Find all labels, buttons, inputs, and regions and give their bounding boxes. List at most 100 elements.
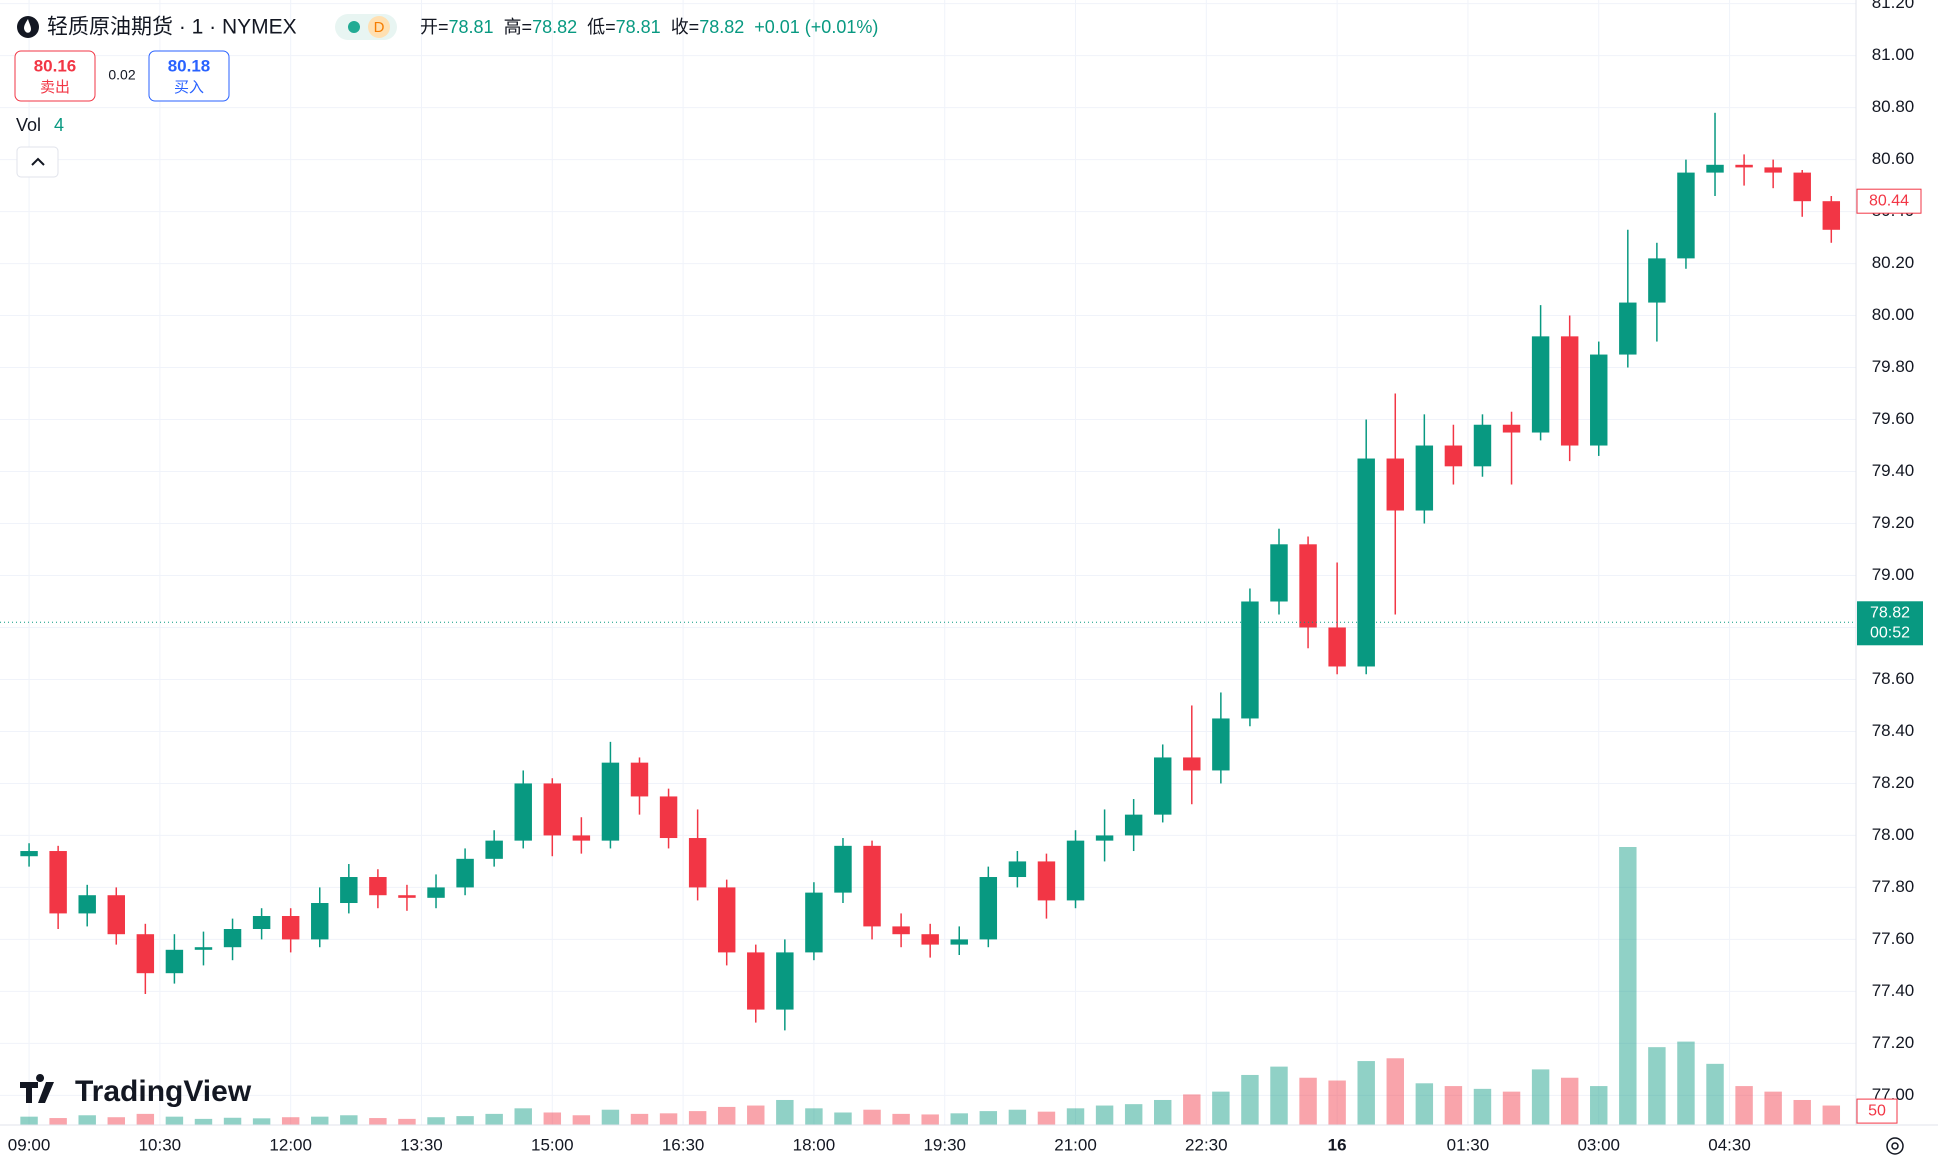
volume-bar bbox=[776, 1099, 794, 1125]
candle-body bbox=[863, 845, 881, 927]
volume-bar bbox=[1270, 1066, 1288, 1125]
candle-body bbox=[1822, 201, 1841, 230]
volume-bar bbox=[1212, 1091, 1230, 1125]
volume-bar bbox=[1357, 1061, 1375, 1125]
candle-body bbox=[630, 762, 649, 797]
volume-bar bbox=[863, 1109, 881, 1125]
logo-icon bbox=[20, 1074, 54, 1103]
volume-bar bbox=[1619, 847, 1637, 1125]
candle-body bbox=[950, 939, 968, 945]
volume-bar bbox=[1677, 1041, 1695, 1125]
candle-body bbox=[1793, 172, 1811, 202]
volume-bar bbox=[514, 1108, 532, 1125]
drop-icon bbox=[24, 19, 31, 33]
candle-body bbox=[1357, 458, 1375, 667]
candle-body bbox=[20, 851, 38, 857]
x-tick-label: 22:30 bbox=[1185, 1135, 1228, 1154]
volume-bar bbox=[136, 1113, 155, 1125]
buy-price: 80.18 bbox=[168, 56, 211, 75]
chart-title[interactable]: 轻质原油期货 · 1 · NYMEX bbox=[47, 16, 297, 39]
volume-bar bbox=[1095, 1105, 1114, 1125]
volume-bar bbox=[921, 1114, 939, 1125]
candle-body bbox=[1502, 424, 1521, 433]
ohlc-label: 收= bbox=[671, 17, 700, 37]
y-tick-label: 80.60 bbox=[1872, 149, 1915, 168]
volume-bar bbox=[1328, 1080, 1346, 1125]
x-tick-label: 21:00 bbox=[1054, 1135, 1097, 1154]
y-tick-label: 79.00 bbox=[1872, 565, 1915, 584]
volume-bar bbox=[1037, 1111, 1056, 1125]
collapse-button[interactable] bbox=[16, 146, 59, 178]
buy-label: 买入 bbox=[174, 79, 204, 96]
ohlc-change: +0.01 (+0.01%) bbox=[754, 17, 878, 37]
status-dot bbox=[348, 21, 360, 33]
volume-bar bbox=[107, 1117, 125, 1125]
candle-body bbox=[1677, 172, 1695, 259]
countdown-label: 00:52 bbox=[1870, 625, 1910, 642]
volume-bar bbox=[252, 1118, 271, 1125]
candle-body bbox=[1037, 861, 1056, 901]
volume-bar bbox=[543, 1112, 562, 1125]
y-tick-label: 77.80 bbox=[1872, 877, 1915, 896]
sell-price: 80.16 bbox=[34, 56, 77, 75]
volume-bar bbox=[1706, 1063, 1724, 1125]
volume-bar bbox=[1590, 1086, 1608, 1125]
candle-body bbox=[1590, 354, 1608, 446]
volume-bar bbox=[950, 1113, 968, 1125]
sell-button[interactable] bbox=[14, 50, 96, 102]
ohlc-value: 78.81 bbox=[616, 17, 661, 37]
volume-bar bbox=[398, 1118, 416, 1125]
candle-body bbox=[165, 949, 184, 974]
buy-button[interactable] bbox=[148, 50, 230, 102]
volume-legend-value: 4 bbox=[54, 115, 64, 135]
candle-body bbox=[1531, 336, 1550, 433]
chevron-icon bbox=[31, 157, 45, 166]
volume-bar bbox=[630, 1113, 649, 1125]
x-tick-label: 16 bbox=[1328, 1135, 1347, 1154]
candle-body bbox=[688, 838, 707, 888]
candle-body bbox=[1328, 627, 1346, 667]
x-tick-label: 13:30 bbox=[400, 1135, 443, 1154]
ohlc-label: 低= bbox=[587, 17, 616, 37]
candle-body bbox=[427, 887, 445, 898]
volume-bar bbox=[1764, 1091, 1782, 1125]
candle-body bbox=[921, 934, 939, 945]
candle-body bbox=[1241, 601, 1259, 719]
volume-bar bbox=[1648, 1047, 1666, 1125]
settings-icon[interactable] bbox=[1886, 1137, 1904, 1155]
candle-body bbox=[456, 858, 474, 888]
candle-body bbox=[194, 947, 213, 950]
ohlc-value: 78.82 bbox=[532, 17, 577, 37]
candle-body bbox=[1560, 336, 1579, 446]
candle-body bbox=[1212, 718, 1230, 771]
candle-body bbox=[107, 895, 125, 935]
volume-bar bbox=[49, 1118, 67, 1125]
candle-body bbox=[1473, 424, 1492, 467]
volume-bar bbox=[1124, 1104, 1143, 1125]
x-tick-label: 19:30 bbox=[923, 1135, 966, 1154]
volume-bar bbox=[1444, 1086, 1463, 1125]
candle-body bbox=[1154, 757, 1172, 815]
candle-body bbox=[601, 762, 620, 841]
candle-body bbox=[747, 952, 765, 1010]
volume-bar bbox=[1735, 1086, 1753, 1125]
y-tick-label: 78.40 bbox=[1872, 721, 1915, 740]
candle-body bbox=[1706, 164, 1724, 173]
y-tick-label: 78.00 bbox=[1872, 825, 1915, 844]
x-tick-label: 10:30 bbox=[139, 1135, 182, 1154]
volume-bar bbox=[78, 1115, 96, 1125]
y-tick-label: 80.20 bbox=[1872, 253, 1915, 272]
volume-bar bbox=[979, 1111, 998, 1125]
y-tick-label: 78.20 bbox=[1872, 773, 1915, 792]
alert-price-box bbox=[1856, 188, 1922, 214]
volume-bar bbox=[194, 1118, 213, 1125]
volume-bar bbox=[485, 1113, 503, 1125]
volume-bar bbox=[747, 1105, 765, 1125]
grid bbox=[0, 0, 1856, 1125]
x-tick-label: 01:30 bbox=[1447, 1135, 1490, 1154]
axes: 77.0077.2077.4077.6077.8078.0078.2078.40… bbox=[0, 0, 1923, 1154]
candle-body bbox=[1299, 544, 1317, 628]
candle-body bbox=[311, 903, 329, 940]
candle-body bbox=[776, 952, 794, 1010]
